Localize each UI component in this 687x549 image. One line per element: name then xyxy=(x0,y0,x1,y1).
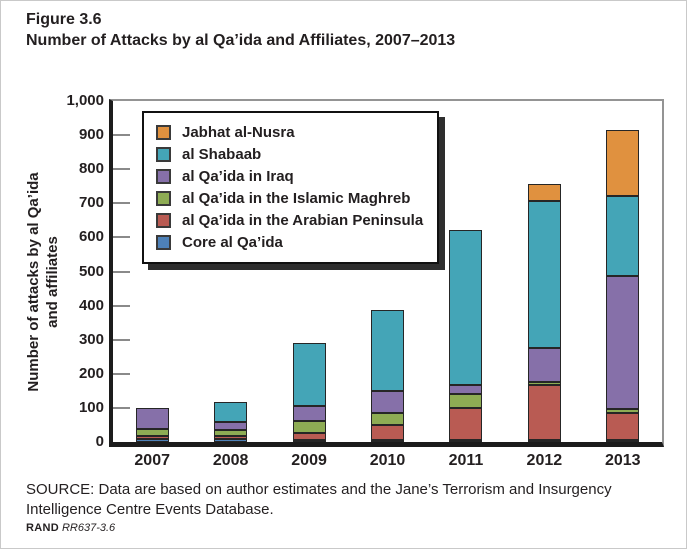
bar-segment xyxy=(527,184,561,202)
y-tick-mark xyxy=(113,270,130,273)
x-tick-label: 2011 xyxy=(448,452,484,469)
bar-segment xyxy=(292,433,326,440)
bar-segment xyxy=(449,393,483,408)
x-tick-label: 2010 xyxy=(369,452,406,469)
stacked-bar-2010 xyxy=(371,310,404,442)
x-tick-label: 2007 xyxy=(134,452,170,469)
bar-segment xyxy=(606,275,640,409)
bar-segment xyxy=(371,310,404,391)
bar-segment xyxy=(292,342,326,406)
legend: Jabhat al-Nusra al Shabaab al Qa’ida in Ir… xyxy=(142,111,439,264)
bar-segment xyxy=(606,440,640,442)
legend-item: al Shabaab xyxy=(156,143,425,165)
bar-segment xyxy=(371,440,404,442)
y-tick-label: 800 xyxy=(78,160,104,178)
stacked-bar-2013 xyxy=(606,129,640,442)
x-tick-label: 2012 xyxy=(526,452,563,469)
y-tick-label: 400 xyxy=(78,296,104,314)
y-tick-mark xyxy=(113,202,130,205)
rand-credit: RAND RR637-3.6 xyxy=(26,522,115,534)
legend-label: al Qa’ida in Iraq xyxy=(182,167,294,185)
y-tick-mark xyxy=(113,406,130,409)
y-tick-mark xyxy=(113,372,130,375)
legend-swatch-icon xyxy=(156,124,171,140)
bar-segment xyxy=(371,424,404,440)
legend-item: al Qa’ida in Iraq xyxy=(156,165,425,187)
stacked-bar-2008 xyxy=(214,401,248,442)
y-tick-label: 600 xyxy=(78,228,104,246)
document-id: RR637-3.6 xyxy=(61,522,116,534)
bar-segment xyxy=(135,435,169,439)
bar-segment xyxy=(292,420,326,434)
y-tick-mark xyxy=(113,236,130,239)
bar-segment xyxy=(449,384,483,394)
stacked-bar-2011 xyxy=(449,230,483,442)
bar-segment xyxy=(371,390,404,414)
legend-item: al Qa’ida in the Islamic Maghreb xyxy=(156,187,425,209)
bar-segment xyxy=(292,405,326,421)
bar-segment xyxy=(135,438,169,442)
legend-swatch-icon xyxy=(156,212,171,228)
stacked-bar-2009 xyxy=(292,342,326,442)
plot-area: Jabhat al-Nusra al Shabaab al Qa’ida in Ir… xyxy=(109,99,664,447)
y-tick-label: 100 xyxy=(78,398,104,416)
y-tick-label: 500 xyxy=(78,262,104,280)
bar-segment xyxy=(606,412,640,440)
legend-label: al Shabaab xyxy=(182,145,262,163)
source-note: SOURCE: Data are based on author estimat… xyxy=(26,481,612,518)
y-tick-label: 200 xyxy=(78,364,104,382)
y-tick-label: 300 xyxy=(78,330,104,348)
legend-item: al Qa’ida in the Arabian Peninsula xyxy=(156,209,425,231)
x-tick-label: 2013 xyxy=(604,452,641,469)
y-tick-label: 0 xyxy=(95,433,104,450)
bar-segment xyxy=(292,440,326,442)
bar-segment xyxy=(449,407,483,440)
bar-segment xyxy=(606,196,640,276)
y-tick-label: 700 xyxy=(78,194,104,212)
legend-swatch-icon xyxy=(156,190,171,206)
y-axis-title-line2: and affiliates xyxy=(44,236,61,328)
bar-segment xyxy=(214,401,248,422)
bar-segment xyxy=(214,436,248,440)
figure-label: Figure 3.6 xyxy=(26,11,102,28)
y-tick-mark xyxy=(113,168,130,171)
figure-header: Figure 3.6 Number of Attacks by al Qa’id… xyxy=(26,11,455,50)
rand-brand: RAND xyxy=(26,522,59,534)
legend-swatch-icon xyxy=(156,234,171,250)
bar-segment xyxy=(214,439,248,442)
legend-label: Core al Qa’ida xyxy=(182,233,283,251)
legend-swatch-icon xyxy=(156,168,171,184)
bar-segment xyxy=(449,230,483,385)
bar-segment xyxy=(527,347,561,382)
x-tick-label: 2008 xyxy=(212,452,249,469)
bar-segment xyxy=(371,413,404,425)
stacked-bar-2007 xyxy=(135,407,169,442)
legend-label: Jabhat al-Nusra xyxy=(182,123,295,141)
bar-segment xyxy=(135,429,169,436)
bar-segment xyxy=(449,440,483,442)
bar-segment xyxy=(527,201,561,348)
bar-segment xyxy=(606,408,640,413)
figure-title: Number of Attacks by al Qa’ida and Affil… xyxy=(26,32,456,49)
y-tick-mark xyxy=(113,338,130,341)
legend-label: al Qa’ida in the Islamic Maghreb xyxy=(182,189,411,207)
y-tick-mark xyxy=(113,134,130,137)
bar-segment xyxy=(135,407,169,430)
bar-segment xyxy=(527,381,561,386)
y-tick-label: 900 xyxy=(78,126,104,144)
y-tick-mark xyxy=(113,304,130,307)
stacked-bar-2012 xyxy=(527,184,561,442)
x-tick-label: 2009 xyxy=(291,452,327,469)
y-tick-label: 1,000 xyxy=(66,92,104,109)
bar-segment xyxy=(214,421,248,431)
bar-segment xyxy=(527,385,561,440)
bar-segment xyxy=(214,430,248,437)
legend-item: Jabhat al-Nusra xyxy=(156,121,425,143)
bar-segment xyxy=(527,440,561,442)
bar-segment xyxy=(606,129,640,197)
legend-item: Core al Qa’ida xyxy=(156,231,425,253)
legend-label: al Qa’ida in the Arabian Peninsula xyxy=(182,211,424,229)
legend-swatch-icon xyxy=(156,146,171,162)
